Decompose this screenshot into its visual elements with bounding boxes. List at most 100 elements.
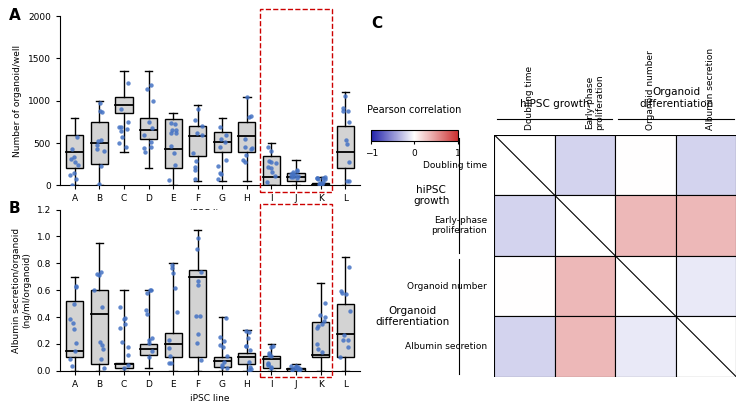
Bar bbox=[189, 126, 206, 156]
Point bbox=[312, 176, 324, 183]
Bar bbox=[555, 316, 615, 377]
Point bbox=[92, 146, 104, 152]
Point bbox=[239, 328, 251, 334]
Bar bbox=[555, 195, 615, 256]
Point bbox=[220, 131, 232, 138]
Point bbox=[192, 278, 204, 285]
Point bbox=[267, 343, 279, 349]
Point bbox=[266, 148, 278, 154]
Point bbox=[316, 179, 328, 185]
Point bbox=[70, 133, 82, 140]
Text: Organoid
differentiation: Organoid differentiation bbox=[375, 305, 449, 327]
Point bbox=[189, 116, 201, 123]
Point bbox=[265, 344, 277, 351]
Point bbox=[340, 178, 352, 184]
Point bbox=[319, 174, 331, 180]
Bar bbox=[555, 256, 615, 316]
Point bbox=[266, 352, 278, 359]
Text: Albumin secretion: Albumin secretion bbox=[405, 342, 488, 351]
Point bbox=[244, 364, 256, 370]
Point bbox=[311, 174, 323, 181]
Text: Early-phase
proliferation: Early-phase proliferation bbox=[431, 216, 488, 235]
Point bbox=[239, 159, 251, 165]
Point bbox=[119, 315, 131, 321]
Point bbox=[292, 172, 304, 179]
Point bbox=[122, 352, 134, 359]
Point bbox=[113, 304, 125, 311]
Point bbox=[244, 359, 256, 366]
Bar bbox=[214, 357, 231, 367]
Point bbox=[262, 361, 274, 367]
Point bbox=[214, 334, 226, 340]
Point bbox=[68, 170, 80, 176]
Point bbox=[147, 98, 159, 104]
Point bbox=[319, 300, 331, 307]
Point bbox=[66, 182, 78, 189]
Point bbox=[122, 344, 134, 350]
Bar bbox=[164, 333, 182, 357]
Bar bbox=[214, 133, 231, 152]
Point bbox=[143, 354, 155, 361]
Point bbox=[169, 121, 181, 127]
Point bbox=[190, 158, 202, 165]
Point bbox=[285, 174, 297, 181]
Point bbox=[64, 172, 76, 179]
Point bbox=[143, 118, 155, 125]
Point bbox=[319, 175, 331, 182]
Point bbox=[269, 172, 281, 179]
Point bbox=[338, 105, 350, 111]
Point bbox=[165, 143, 177, 150]
Point bbox=[66, 145, 78, 152]
Point bbox=[163, 345, 175, 351]
Point bbox=[245, 144, 257, 151]
Point bbox=[96, 108, 108, 115]
Point bbox=[138, 145, 150, 152]
Point bbox=[122, 80, 134, 87]
Point bbox=[245, 366, 257, 372]
Point bbox=[95, 137, 107, 144]
Point bbox=[343, 264, 355, 270]
Point bbox=[191, 339, 203, 346]
Point bbox=[170, 129, 182, 136]
Point bbox=[113, 124, 125, 130]
Point bbox=[310, 175, 322, 182]
Point bbox=[240, 343, 252, 349]
Point bbox=[340, 291, 352, 297]
Point bbox=[138, 132, 150, 139]
Point bbox=[219, 139, 231, 146]
Point bbox=[218, 359, 230, 365]
Point bbox=[341, 108, 353, 114]
Bar bbox=[260, 9, 332, 192]
Bar bbox=[676, 135, 736, 195]
Point bbox=[314, 180, 326, 187]
Point bbox=[98, 148, 110, 155]
Point bbox=[216, 361, 228, 368]
Point bbox=[245, 146, 257, 152]
Point bbox=[170, 162, 182, 168]
Point bbox=[94, 339, 106, 345]
Bar bbox=[238, 353, 256, 364]
Bar bbox=[494, 316, 555, 377]
Bar bbox=[91, 290, 108, 364]
Point bbox=[164, 120, 176, 127]
Point bbox=[316, 181, 328, 187]
Point bbox=[142, 337, 154, 343]
Point bbox=[263, 350, 275, 357]
Point bbox=[214, 342, 226, 349]
Point bbox=[270, 160, 282, 166]
Bar bbox=[140, 118, 158, 139]
Point bbox=[316, 320, 328, 327]
Point bbox=[140, 86, 152, 93]
Point bbox=[121, 126, 133, 133]
Point bbox=[310, 341, 322, 347]
Bar bbox=[287, 172, 304, 181]
Bar bbox=[494, 135, 555, 195]
Point bbox=[115, 128, 127, 135]
Bar bbox=[238, 122, 256, 152]
Point bbox=[262, 360, 274, 366]
Point bbox=[312, 346, 324, 353]
Text: Doubling time: Doubling time bbox=[525, 66, 534, 130]
Point bbox=[116, 134, 128, 140]
Point bbox=[70, 284, 82, 290]
Point bbox=[244, 112, 256, 119]
